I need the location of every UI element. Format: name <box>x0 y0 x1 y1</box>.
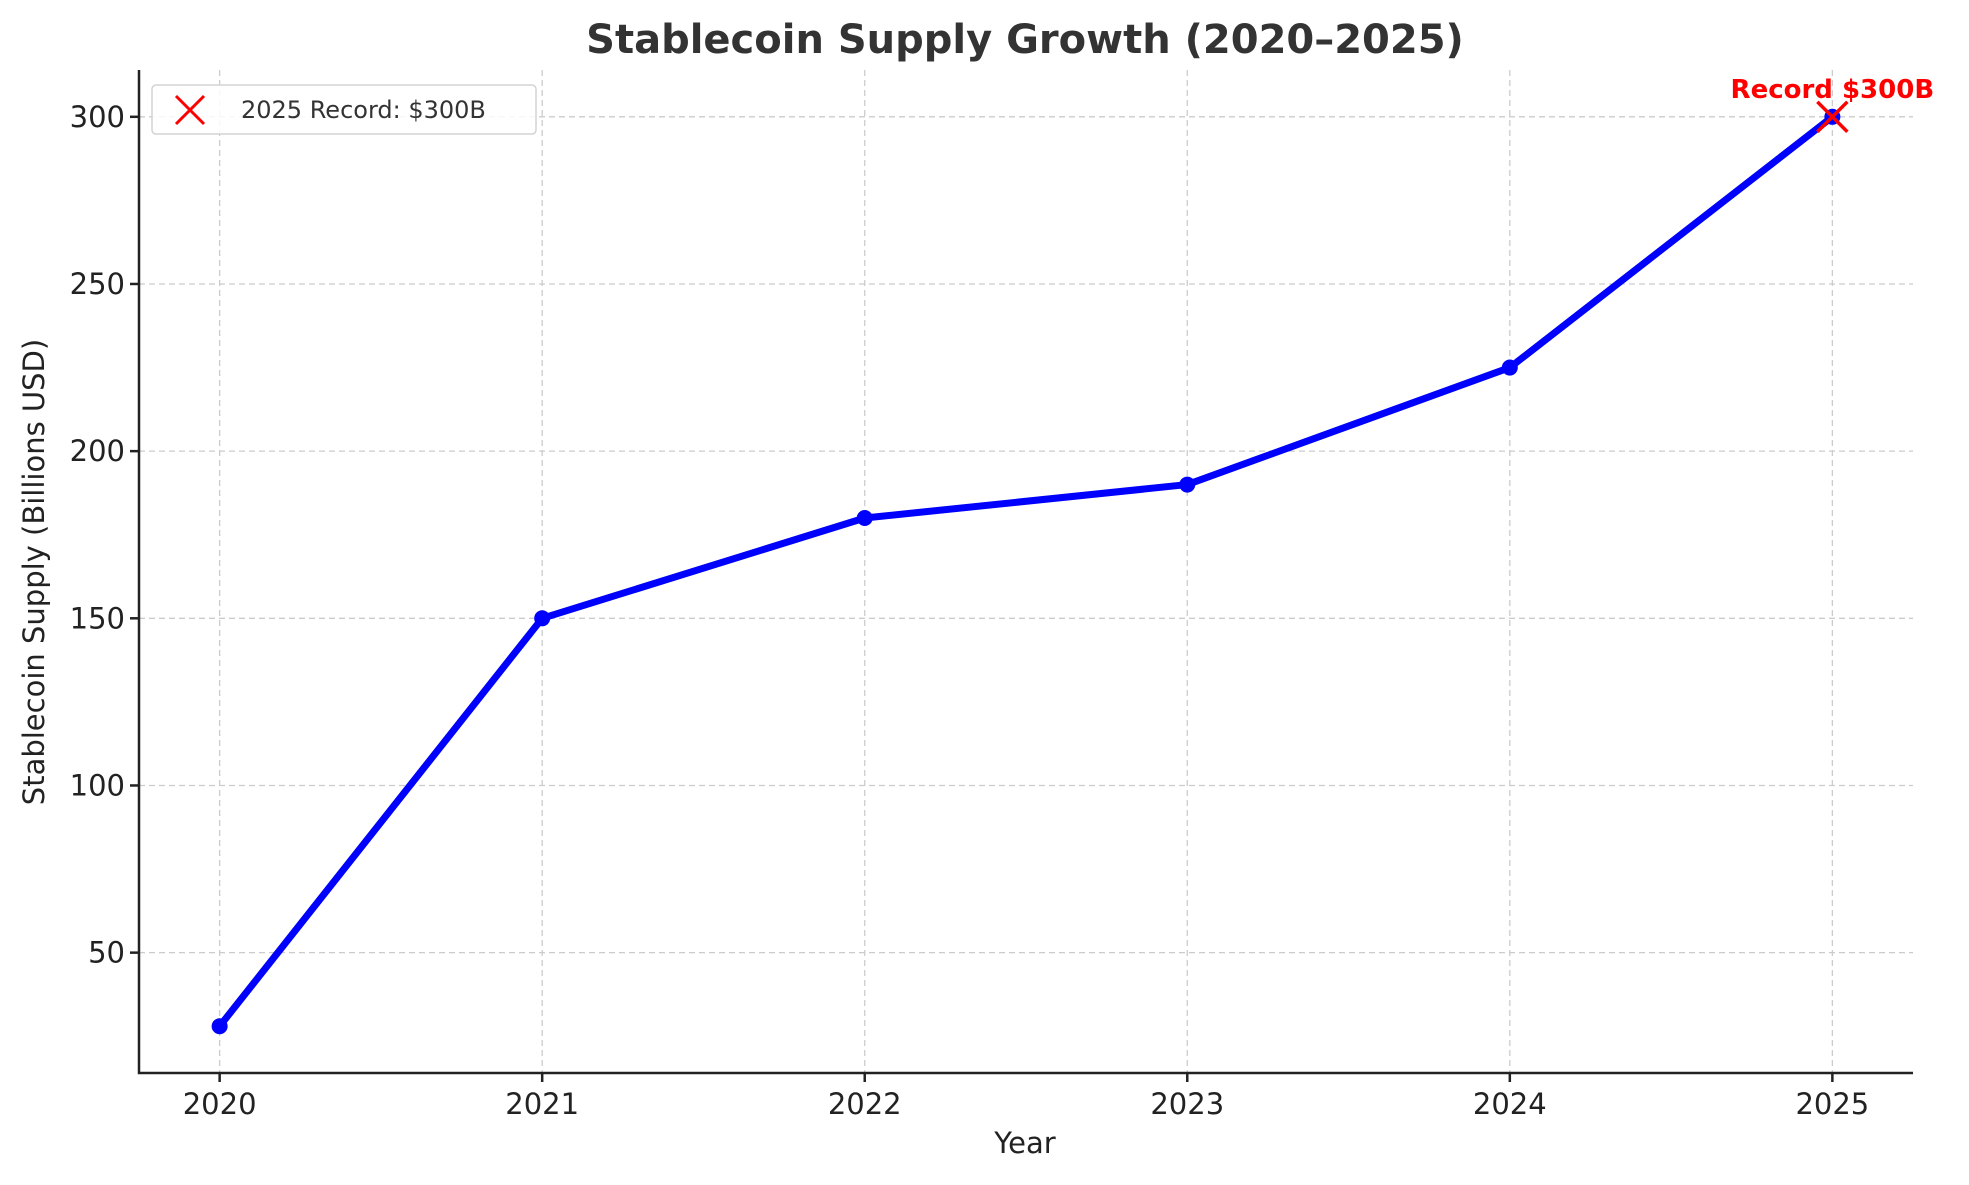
x-tick-label: 2023 <box>1150 1087 1224 1121</box>
legend: 2025 Record: $300B <box>151 84 537 135</box>
y-tick-label: 200 <box>70 434 125 468</box>
series-line <box>216 113 1836 1030</box>
x-tick-label: 2025 <box>1795 1087 1869 1121</box>
y-tick-label: 50 <box>88 936 125 970</box>
data-series <box>211 108 1841 1035</box>
x-tick-label: 2022 <box>828 1087 902 1121</box>
record-annotation: Record $300B <box>1731 75 1935 105</box>
annotations: Record $300B <box>1731 75 1935 134</box>
axis-lines <box>137 70 1913 1075</box>
record-x-marker-icon <box>1816 100 1849 134</box>
legend-entry-label: 2025 Record: $300B <box>241 96 486 124</box>
chart-title: Stablecoin Supply Growth (2020–2025) <box>586 17 1464 63</box>
data-point <box>534 610 551 627</box>
y-tick-label: 300 <box>70 100 125 134</box>
data-point <box>856 510 873 527</box>
data-point <box>211 1018 228 1035</box>
x-tick-label: 2024 <box>1473 1087 1547 1121</box>
axes: 2020 2021 2022 2023 2024 2025 50 100 150 200 250 30… <box>70 70 1913 1121</box>
x-axis-label: Year <box>993 1126 1055 1160</box>
x-marker-icon <box>174 94 206 126</box>
data-point <box>1179 476 1196 493</box>
x-tick-label: 2021 <box>505 1087 579 1121</box>
x-stroke <box>1816 100 1849 134</box>
y-axis-label: Stablecoin Supply (Billions USD) <box>17 339 51 805</box>
data-point <box>1501 359 1518 376</box>
y-tick-label: 250 <box>70 267 125 301</box>
legend-box <box>151 84 537 135</box>
grid-lines <box>139 70 1913 1073</box>
y-tick-label: 150 <box>70 601 125 635</box>
x-tick-label: 2020 <box>183 1087 257 1121</box>
y-tick-label: 100 <box>70 768 125 802</box>
